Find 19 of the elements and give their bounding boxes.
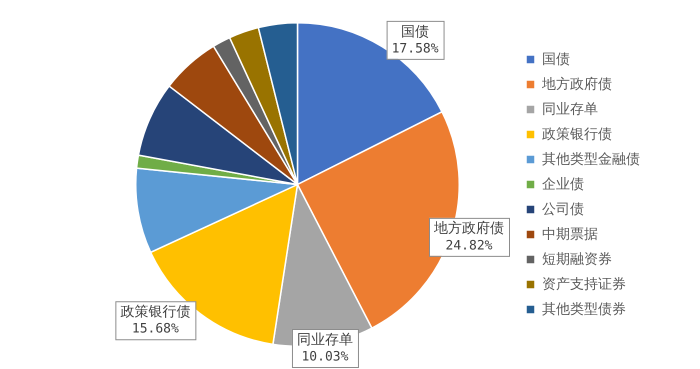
legend-label: 国债: [542, 50, 570, 66]
legend-label: 其他类型债券: [542, 300, 626, 316]
legend-label: 企业债: [542, 175, 584, 192]
legend-label: 公司债: [542, 200, 584, 216]
slice-label: 政策银行债: [120, 303, 190, 320]
legend-label: 短期融资券: [542, 250, 612, 266]
legend-label: 其他类型金融债: [542, 150, 640, 166]
data-label: 24.82%: [446, 238, 493, 254]
slice-label: 国债: [401, 22, 430, 39]
legend-label: 中期票据: [542, 225, 598, 242]
slice-label: 同业存单: [296, 330, 353, 347]
slice-label: 地方政府债: [433, 220, 504, 236]
legend-label: 政策银行债: [542, 125, 612, 142]
data-label: 17.58%: [392, 41, 439, 56]
legend-label: 同业存单: [542, 100, 598, 116]
legend-label: 资产支持证券: [542, 275, 626, 292]
data-label: 10.03%: [301, 349, 349, 364]
legend-label: 地方政府债: [541, 75, 612, 92]
data-label: 15.68%: [132, 322, 180, 337]
